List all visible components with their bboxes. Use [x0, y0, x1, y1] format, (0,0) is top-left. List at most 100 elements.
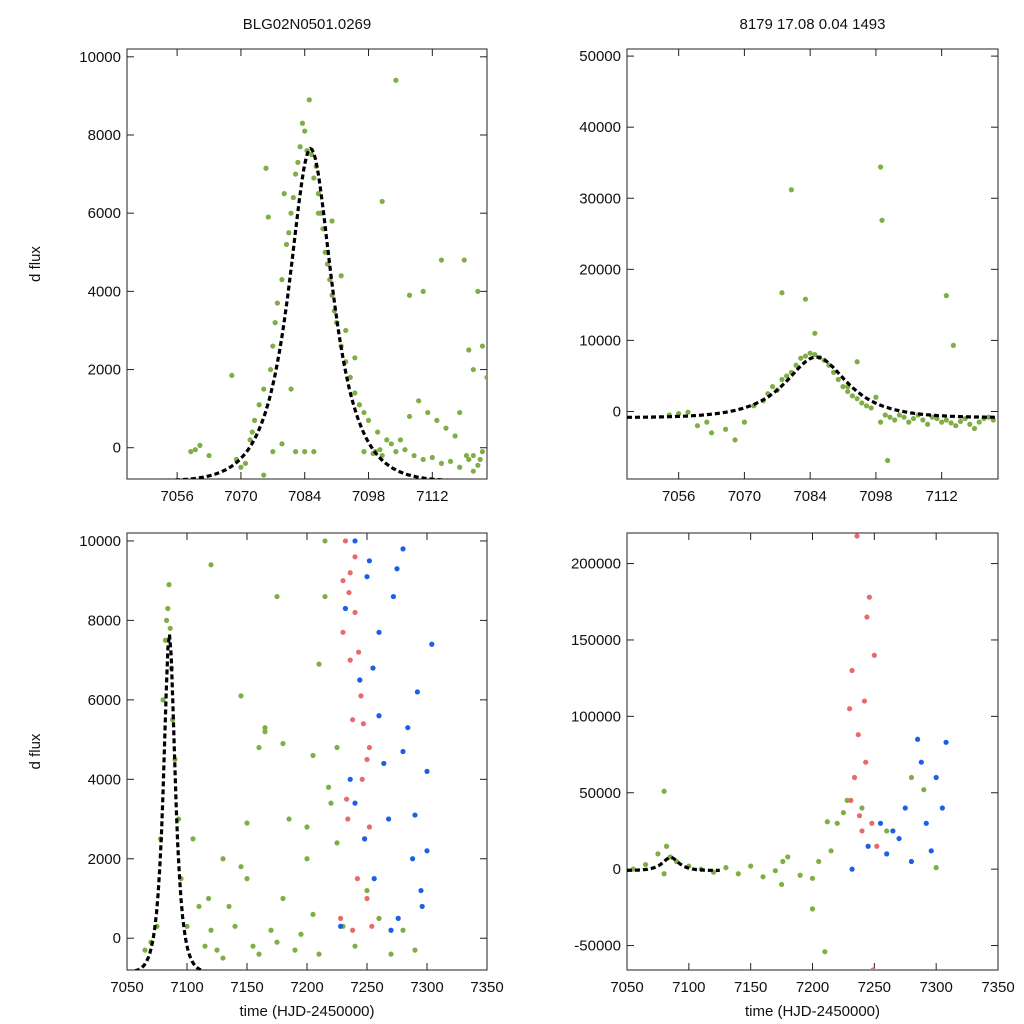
data-point [429, 641, 435, 647]
data-point [854, 396, 860, 402]
x-axis-label: time (HJD-2450000) [239, 1003, 374, 1020]
data-point [375, 429, 381, 435]
data-point [283, 241, 290, 248]
data-point [418, 887, 424, 894]
data-point [849, 667, 855, 674]
data-point [281, 191, 287, 197]
data-point [802, 296, 809, 302]
data-point [861, 698, 868, 704]
data-point [356, 649, 362, 655]
y-tick-label: 6000 [88, 205, 121, 222]
data-point [840, 384, 846, 390]
data-point [918, 759, 924, 765]
data-point [452, 433, 458, 439]
data-layer [161, 77, 487, 479]
data-point [704, 419, 710, 425]
data-point [390, 593, 396, 600]
y-tick-label: 30000 [579, 190, 621, 207]
plot-frame [126, 48, 488, 480]
data-point [376, 629, 382, 635]
data-point [723, 426, 729, 432]
x-tick-label: 7150 [230, 979, 263, 996]
data-point [780, 858, 786, 865]
data-point [184, 923, 190, 929]
data-point [251, 417, 258, 423]
data-point [410, 856, 416, 862]
data-point [420, 288, 426, 294]
y-tick-label: 100000 [571, 708, 621, 725]
data-point [902, 805, 908, 811]
data-point [274, 939, 280, 945]
y-tick-label: 0 [113, 930, 121, 947]
x-tick-label: 7300 [919, 979, 952, 996]
data-point [778, 881, 785, 888]
data-point [475, 288, 481, 294]
data-point [406, 413, 413, 420]
data-point [395, 915, 401, 921]
data-point [366, 744, 372, 751]
data-point [855, 732, 861, 738]
data-point [896, 835, 902, 842]
data-point [388, 927, 394, 933]
data-point [347, 374, 353, 380]
data-point [856, 813, 863, 819]
data-point [779, 376, 785, 383]
data-point [302, 449, 308, 455]
data-point [384, 437, 390, 443]
data-point [274, 300, 280, 306]
data-point [424, 848, 430, 854]
data-point [238, 864, 244, 870]
data-point [885, 457, 891, 464]
data-point [249, 429, 255, 435]
data-point [347, 657, 353, 663]
data-point [350, 927, 356, 933]
data-point [304, 824, 310, 830]
data-point [921, 787, 927, 793]
data-point [923, 820, 929, 826]
data-point [316, 661, 322, 667]
data-point [933, 865, 939, 871]
x-tick-label: 7050 [610, 979, 643, 996]
data-point [809, 875, 816, 881]
data-point [338, 273, 344, 279]
y-tick-label: 150000 [571, 632, 621, 649]
model-curve [130, 634, 209, 970]
data-point [840, 810, 847, 816]
data-point [299, 120, 306, 126]
data-point [854, 533, 860, 539]
data-point [142, 947, 148, 953]
data-point [220, 856, 226, 862]
data-point [908, 774, 915, 781]
plot-frame [626, 48, 999, 480]
data-point [420, 456, 426, 463]
data-point [457, 464, 463, 470]
data-point [735, 871, 741, 877]
data-point [901, 414, 907, 420]
data-point [265, 214, 271, 220]
data-point [484, 374, 487, 380]
x-tick-label: 7350 [981, 979, 1014, 996]
panel-top-left: 7056 7070 7084 7098 7112 0 2000 4000 6000 8000 100… [27, 16, 488, 505]
data-point [256, 744, 262, 751]
data-point [661, 788, 667, 794]
data-point [352, 800, 358, 806]
data-point [760, 874, 766, 880]
data-point [352, 355, 358, 361]
data-point [822, 949, 828, 955]
data-point [661, 871, 667, 877]
data-point [424, 768, 430, 774]
data-point [845, 388, 851, 395]
y-tick-label: 200000 [571, 556, 621, 573]
data-point [329, 218, 335, 224]
data-point [202, 943, 208, 949]
data-point [377, 447, 383, 453]
data-point [812, 352, 818, 358]
data-point [232, 923, 238, 929]
data-point [397, 437, 404, 443]
data-point [772, 868, 779, 874]
data-point [874, 843, 880, 849]
data-point [226, 903, 232, 910]
data-point [160, 697, 166, 703]
chart-title: 8179 17.08 0.04 1493 [740, 16, 886, 33]
